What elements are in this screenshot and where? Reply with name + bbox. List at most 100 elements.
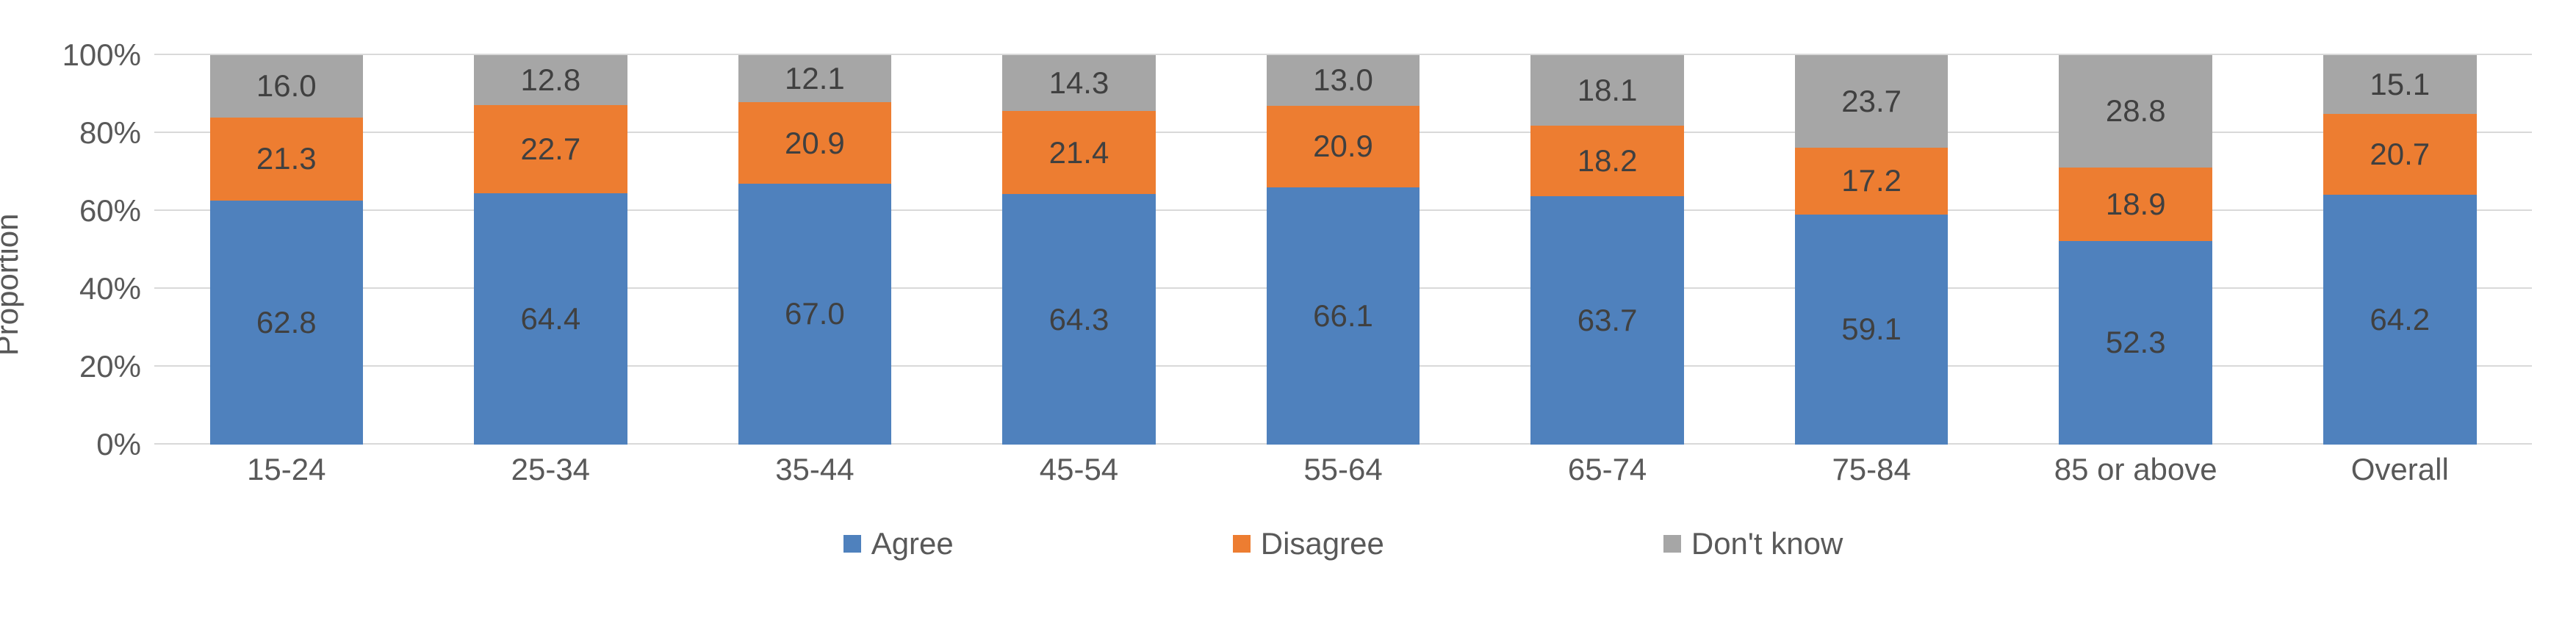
segment-dontknow: 16.0 <box>210 55 364 118</box>
x-axis-category-label: 55-64 <box>1211 452 1475 511</box>
x-axis-labels: 15-2425-3435-4445-5455-6465-7475-8485 or… <box>154 452 2532 511</box>
segment-value-label: 23.7 <box>1841 84 1902 119</box>
legend-item-disagree: Disagree <box>1233 526 1384 561</box>
segment-value-label: 63.7 <box>1577 303 1638 338</box>
segment-dontknow: 18.1 <box>1530 55 1684 126</box>
stacked-bar: 66.1 20.9 13.0 <box>1267 55 1420 445</box>
segment-dontknow: 15.1 <box>2323 55 2477 114</box>
x-axis-category-label: 35-44 <box>683 452 947 511</box>
segment-value-label: 59.1 <box>1841 312 1902 347</box>
legend-swatch-icon <box>843 535 861 553</box>
x-axis-category-label: 85 or above <box>2004 452 2268 511</box>
segment-value-label: 67.0 <box>785 296 845 331</box>
segment-value-label: 52.3 <box>2106 325 2166 360</box>
segment-value-label: 22.7 <box>520 132 580 167</box>
segment-value-label: 18.2 <box>1577 143 1638 179</box>
stacked-bar: 67.0 20.9 12.1 <box>738 55 892 445</box>
segment-value-label: 12.8 <box>520 62 580 98</box>
segment-value-label: 20.9 <box>1313 129 1373 164</box>
legend-label: Don't know <box>1691 526 1843 561</box>
y-tick-label: 20% <box>79 349 154 384</box>
x-axis-category-label: 75-84 <box>1739 452 2004 511</box>
x-axis-category-label: Overall <box>2268 452 2533 511</box>
legend-label: Agree <box>871 526 954 561</box>
segment-value-label: 64.2 <box>2370 302 2430 337</box>
segment-value-label: 64.3 <box>1049 302 1109 337</box>
stacked-bar: 62.8 21.3 16.0 <box>210 55 364 445</box>
segment-value-label: 14.3 <box>1049 65 1109 101</box>
segment-dontknow: 28.8 <box>2059 55 2212 168</box>
bar-slot: 67.0 20.9 12.1 <box>683 55 947 445</box>
bar-slot: 63.7 18.2 18.1 <box>1475 55 1740 445</box>
bar-slot: 62.8 21.3 16.0 <box>154 55 419 445</box>
segment-agree: 66.1 <box>1267 187 1420 445</box>
segment-disagree: 22.7 <box>474 105 627 193</box>
y-axis-title: Proportion <box>0 213 25 356</box>
segment-value-label: 20.9 <box>785 126 845 161</box>
segment-value-label: 13.0 <box>1313 62 1373 98</box>
x-axis-category-label: 15-24 <box>154 452 419 511</box>
bar-slot: 59.1 17.2 23.7 <box>1739 55 2004 445</box>
stacked-bar: 63.7 18.2 18.1 <box>1530 55 1684 445</box>
y-tick-label: 40% <box>79 271 154 306</box>
segment-agree: 64.2 <box>2323 195 2477 445</box>
segment-agree: 52.3 <box>2059 241 2212 445</box>
legend-item-agree: Agree <box>843 526 954 561</box>
proportion-stacked-bar-chart: Proportion 62.8 21.3 16.0 64.4 22.7 12.8 67.0 2… <box>0 0 2576 618</box>
bar-slot: 64.4 22.7 12.8 <box>419 55 683 445</box>
segment-value-label: 16.0 <box>256 68 317 104</box>
segment-dontknow: 23.7 <box>1795 55 1949 148</box>
y-tick-label: 0% <box>96 427 154 462</box>
bar-slot: 64.2 20.7 15.1 <box>2268 55 2533 445</box>
stacked-bar: 64.3 21.4 14.3 <box>1002 55 1156 445</box>
segment-value-label: 17.2 <box>1841 163 1902 198</box>
bar-slot: 66.1 20.9 13.0 <box>1211 55 1475 445</box>
segment-value-label: 20.7 <box>2370 137 2430 172</box>
y-tick-label: 80% <box>79 115 154 151</box>
segment-agree: 64.4 <box>474 193 627 445</box>
segment-value-label: 12.1 <box>785 61 845 96</box>
x-axis-category-label: 25-34 <box>419 452 683 511</box>
segment-agree: 63.7 <box>1530 196 1684 445</box>
segment-dontknow: 12.1 <box>738 55 892 102</box>
legend-swatch-icon <box>1233 535 1251 553</box>
bar-slot: 64.3 21.4 14.3 <box>947 55 1212 445</box>
segment-value-label: 28.8 <box>2106 93 2166 129</box>
segment-disagree: 20.7 <box>2323 114 2477 195</box>
legend-swatch-icon <box>1663 535 1681 553</box>
segment-disagree: 17.2 <box>1795 148 1949 215</box>
segment-disagree: 18.2 <box>1530 126 1684 196</box>
segment-disagree: 21.3 <box>210 118 364 201</box>
segment-value-label: 62.8 <box>256 305 317 340</box>
segment-value-label: 21.3 <box>256 141 317 176</box>
stacked-bar: 59.1 17.2 23.7 <box>1795 55 1949 445</box>
segment-dontknow: 13.0 <box>1267 55 1420 106</box>
legend: Agree Disagree Don't know <box>154 514 2532 573</box>
segment-agree: 67.0 <box>738 184 892 445</box>
segment-disagree: 20.9 <box>738 102 892 184</box>
segment-dontknow: 14.3 <box>1002 55 1156 111</box>
segment-value-label: 66.1 <box>1313 298 1373 334</box>
segment-disagree: 21.4 <box>1002 111 1156 194</box>
segment-value-label: 18.1 <box>1577 73 1638 108</box>
x-axis-category-label: 65-74 <box>1475 452 1740 511</box>
stacked-bar: 64.4 22.7 12.8 <box>474 55 627 445</box>
segment-value-label: 21.4 <box>1049 135 1109 170</box>
segment-disagree: 20.9 <box>1267 106 1420 187</box>
legend-item-dontknow: Don't know <box>1663 526 1843 561</box>
bar-slot: 52.3 18.9 28.8 <box>2004 55 2268 445</box>
segment-agree: 59.1 <box>1795 215 1949 445</box>
segment-value-label: 64.4 <box>520 301 580 337</box>
x-axis-category-label: 45-54 <box>947 452 1212 511</box>
y-tick-label: 100% <box>62 37 154 73</box>
segment-value-label: 15.1 <box>2370 67 2430 102</box>
segment-agree: 62.8 <box>210 201 364 445</box>
legend-label: Disagree <box>1261 526 1384 561</box>
segment-dontknow: 12.8 <box>474 55 627 105</box>
segment-value-label: 18.9 <box>2106 187 2166 222</box>
stacked-bar: 52.3 18.9 28.8 <box>2059 55 2212 445</box>
segment-disagree: 18.9 <box>2059 168 2212 241</box>
stacked-bar: 64.2 20.7 15.1 <box>2323 55 2477 445</box>
bars-container: 62.8 21.3 16.0 64.4 22.7 12.8 67.0 20.9 12.1 64.3… <box>154 55 2532 445</box>
y-tick-label: 60% <box>79 193 154 229</box>
